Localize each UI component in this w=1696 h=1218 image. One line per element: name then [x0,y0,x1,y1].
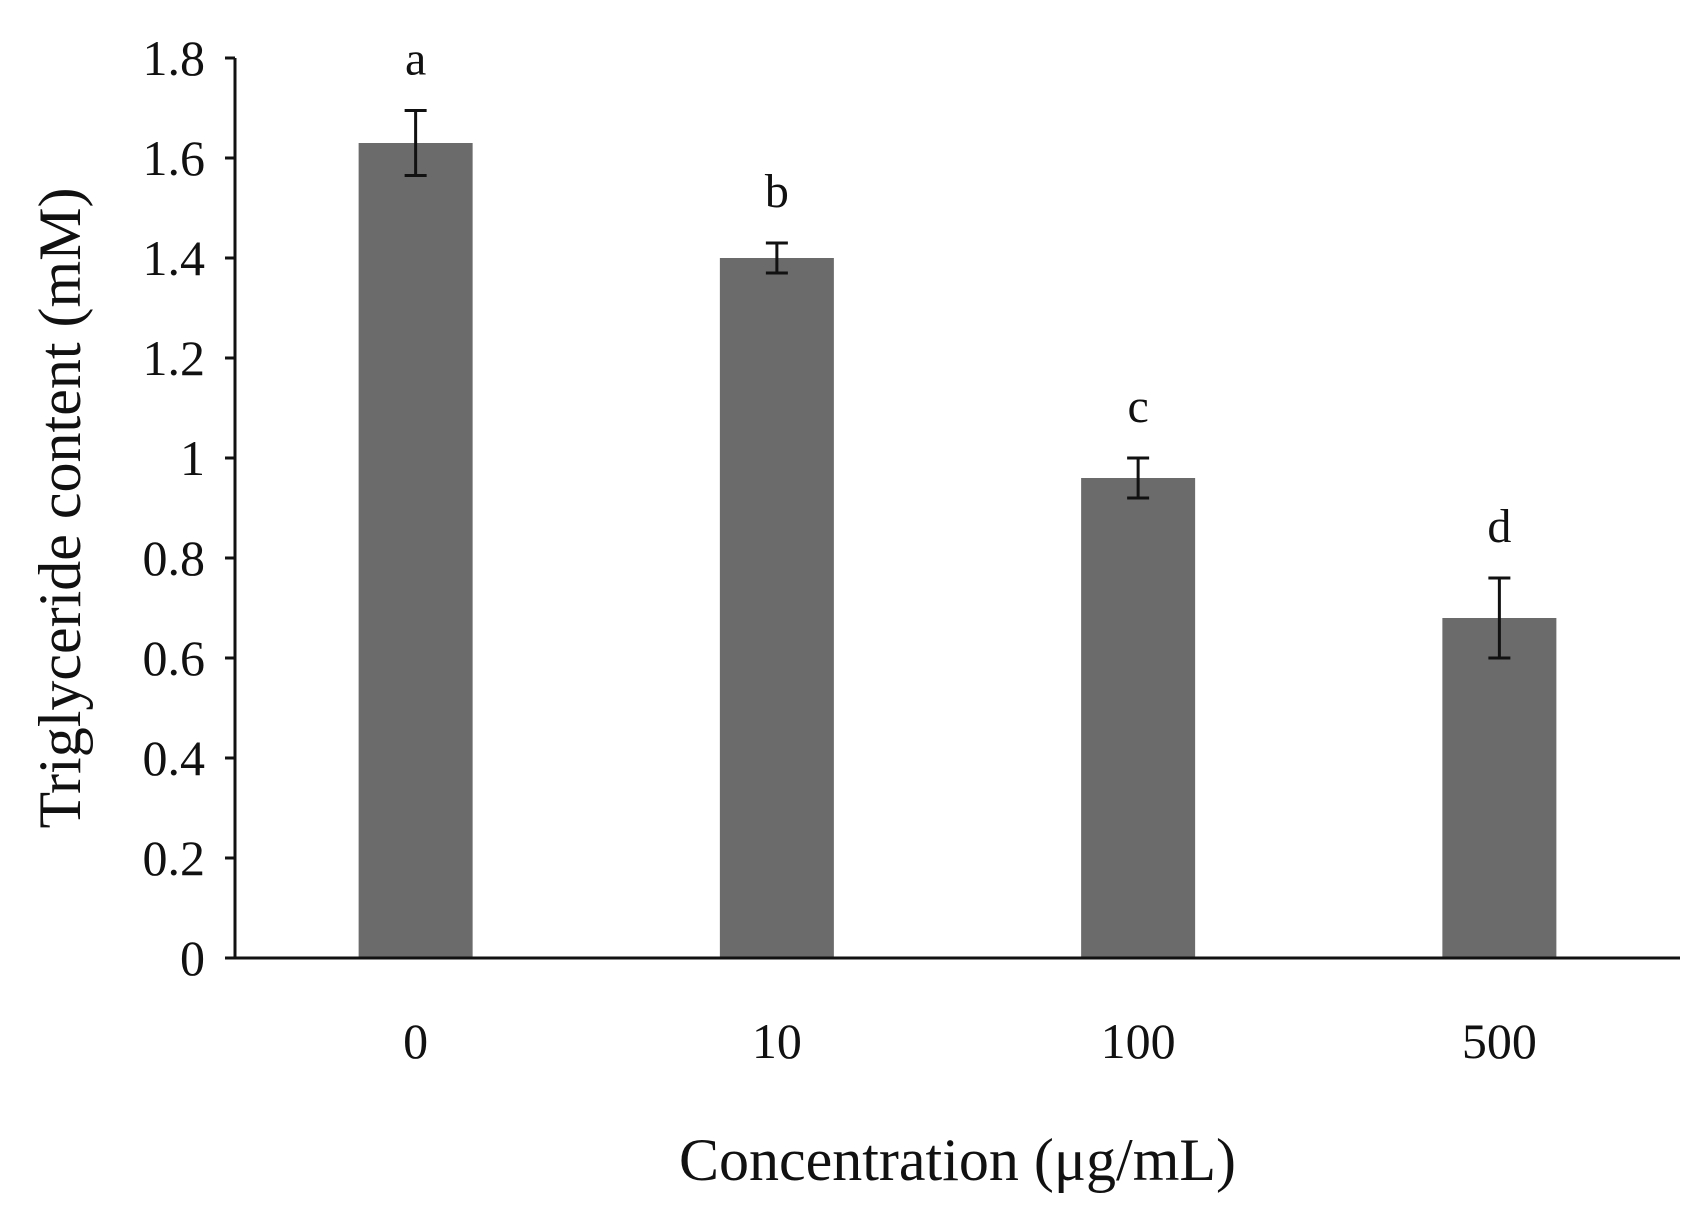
y-tick-label: 0.6 [143,630,206,686]
bar [719,258,834,958]
y-axis-ticks: 0 0.2 0.4 0.6 0.8 1 1.2 1.4 1.6 1.8 [143,30,235,986]
significance-label: c [1127,380,1148,433]
significance-label: b [765,165,789,218]
significance-label: a [405,33,426,86]
y-tick-label: 1 [180,430,205,486]
x-axis-label: Concentration (μg/mL) [679,1127,1236,1193]
bar [1081,478,1196,958]
significance-labels: a b c d [405,33,1511,554]
x-axis-ticks: 0 10 100 500 [403,1013,1537,1069]
y-tick-label: 1.2 [143,330,206,386]
significance-label: d [1487,500,1511,553]
y-tick-label: 0 [180,930,205,986]
y-tick-label: 0.4 [143,730,206,786]
bar [1442,618,1557,958]
y-axis-label: Triglyceride content (mM) [27,188,93,829]
y-tick-label: 1.8 [143,30,206,86]
x-tick-label: 100 [1101,1013,1176,1069]
y-tick-label: 1.6 [143,130,206,186]
y-tick-label: 1.4 [143,230,206,286]
y-tick-label: 0.2 [143,830,206,886]
x-tick-label: 10 [752,1013,802,1069]
bars [358,143,1557,958]
y-tick-label: 0.8 [143,530,206,586]
error-bars [404,109,1511,660]
bar [358,143,473,958]
x-tick-label: 0 [403,1013,428,1069]
x-tick-label: 500 [1462,1013,1537,1069]
